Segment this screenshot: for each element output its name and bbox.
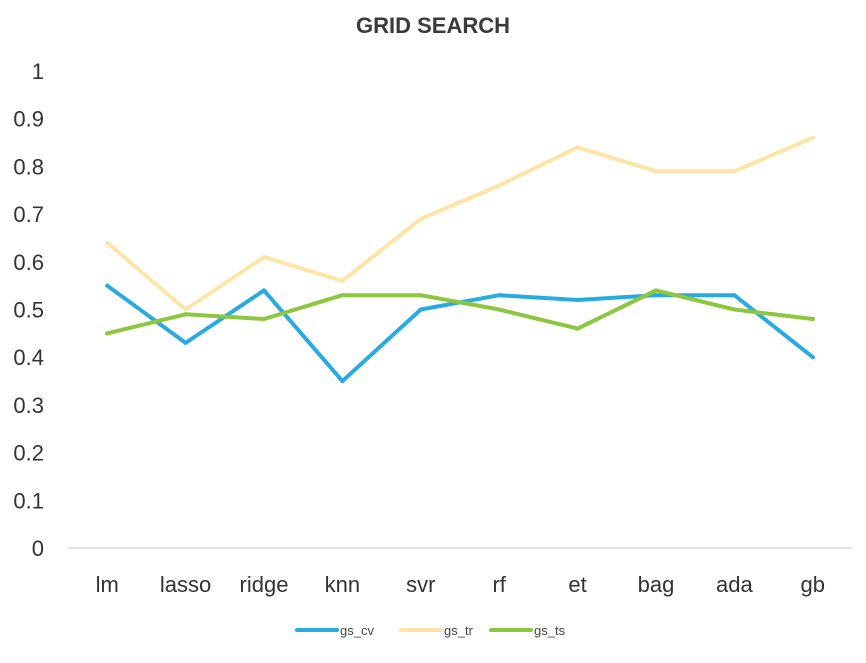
data-point-gs_cv — [418, 307, 423, 312]
data-point-gs_tr — [654, 169, 658, 174]
legend: gs_cv gs_tr gs_ts — [295, 623, 566, 638]
x-tick-label: et — [568, 572, 586, 597]
y-axis-ticks: 0 0.1 0.2 0.3 0.4 0.5 0.6 0.7 0.8 0.9 1 — [13, 59, 44, 561]
y-tick-label: 1 — [32, 59, 44, 84]
data-point-gs_ts — [732, 307, 737, 312]
data-point-gs_ts — [418, 293, 423, 298]
x-tick-label: lasso — [160, 572, 211, 597]
data-point-gs_ts — [105, 331, 110, 336]
x-tick-label: ada — [716, 572, 753, 597]
y-tick-label: 0.8 — [13, 154, 44, 179]
y-tick-label: 0.4 — [13, 345, 44, 370]
x-tick-label: gb — [801, 572, 825, 597]
x-tick-label: bag — [638, 572, 675, 597]
legend-label-gs_tr: gs_tr — [444, 623, 474, 638]
y-tick-label: 0.7 — [13, 202, 44, 227]
y-tick-label: 0.9 — [13, 107, 44, 132]
data-point-gs_cv — [575, 298, 580, 302]
data-point-gs_tr — [105, 240, 110, 245]
y-tick-label: 0.1 — [13, 488, 44, 513]
data-point-gs_cv — [654, 293, 658, 298]
data-point-gs_tr — [575, 145, 580, 150]
data-point-gs_tr — [732, 169, 737, 174]
data-point-gs_tr — [418, 216, 423, 221]
data-point-gs_tr — [183, 307, 188, 312]
data-point-gs_cv — [497, 293, 502, 298]
data-point-gs_ts — [575, 326, 580, 331]
data-point-gs_cv — [810, 355, 815, 360]
x-axis-ticks: lm lasso ridge knn svr rf et bag ada gb — [96, 572, 825, 597]
chart-title: GRID SEARCH — [356, 13, 510, 38]
y-tick-label: 0.6 — [13, 250, 44, 275]
legend-label-gs_cv: gs_cv — [340, 623, 374, 638]
series-line-gs_cv — [105, 283, 815, 384]
data-point-gs_ts — [654, 288, 658, 293]
data-point-gs_tr — [340, 278, 345, 283]
data-point-gs_tr — [262, 255, 266, 259]
data-point-gs_cv — [340, 379, 345, 384]
x-tick-label: knn — [325, 572, 360, 597]
x-tick-label: lm — [96, 572, 119, 597]
y-tick-label: 0 — [32, 536, 44, 561]
data-point-gs_cv — [262, 288, 266, 293]
data-point-gs_cv — [183, 340, 188, 345]
data-point-gs_ts — [810, 317, 815, 321]
series-line-gs_ts — [105, 288, 815, 336]
data-point-gs_tr — [810, 135, 815, 140]
data-point-gs_ts — [262, 317, 266, 321]
y-tick-label: 0.5 — [13, 298, 44, 323]
data-point-gs_ts — [497, 307, 502, 312]
series-lines — [105, 135, 815, 384]
data-point-gs_tr — [497, 183, 502, 188]
legend-label-gs_ts: gs_ts — [534, 623, 566, 638]
x-tick-label: rf — [492, 572, 506, 597]
x-tick-label: ridge — [240, 572, 289, 597]
y-tick-label: 0.3 — [13, 393, 44, 418]
data-point-gs_ts — [183, 312, 188, 317]
y-tick-label: 0.2 — [13, 441, 44, 466]
series-line-gs_tr — [105, 135, 815, 312]
data-point-gs_cv — [732, 293, 737, 298]
data-point-gs_ts — [340, 293, 345, 298]
data-point-gs_cv — [105, 283, 110, 288]
x-tick-label: svr — [406, 572, 435, 597]
